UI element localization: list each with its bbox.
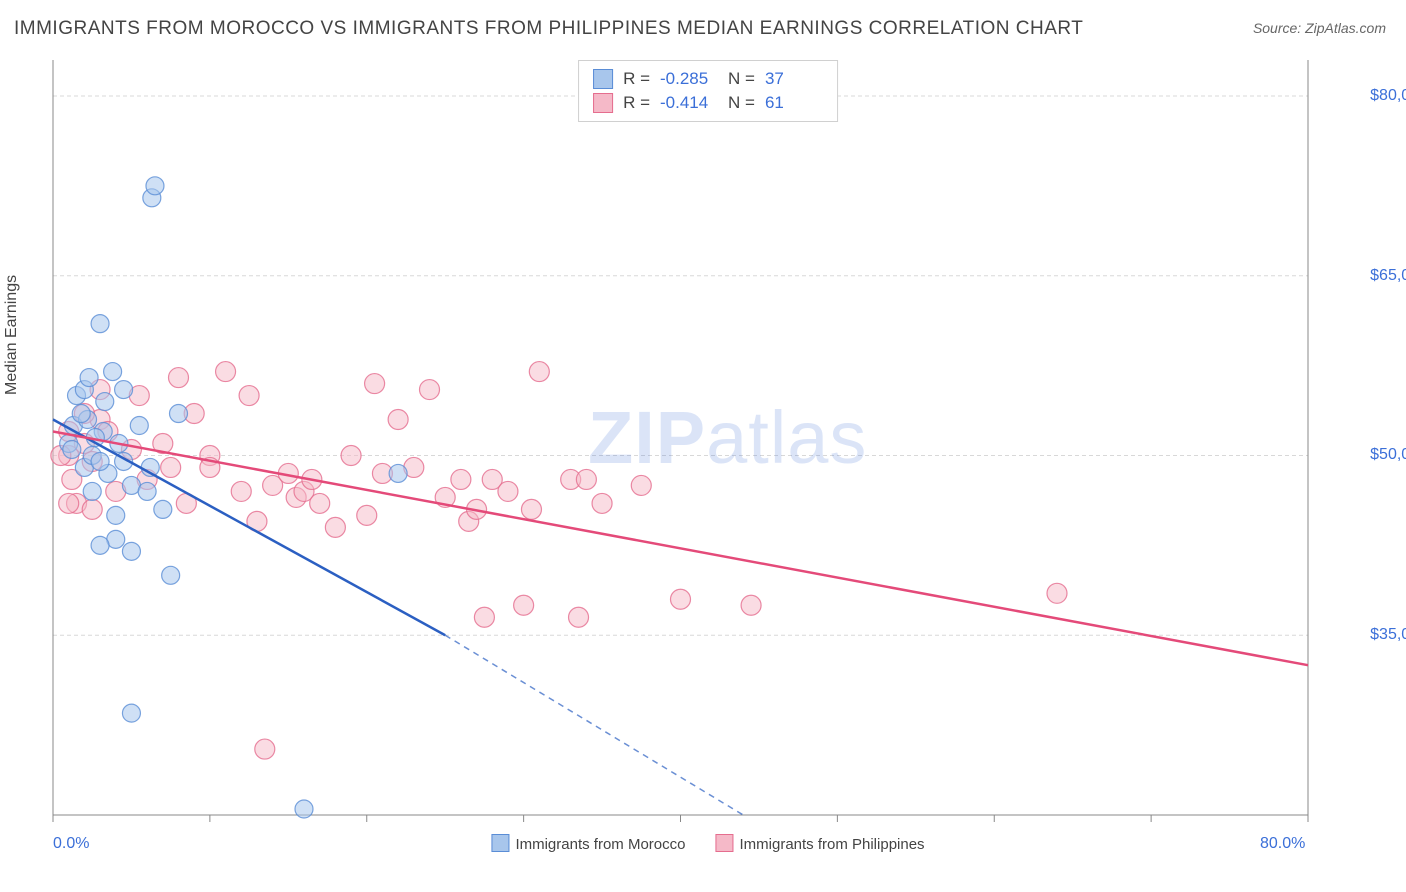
y-tick-label: $35,000	[1370, 626, 1406, 644]
legend-item-philippines: Immigrants from Philippines	[715, 834, 924, 853]
swatch-morocco-icon	[593, 69, 613, 89]
source-label: Source:	[1253, 20, 1305, 36]
n-value-morocco: 37	[765, 69, 823, 89]
r-label: R =	[623, 69, 650, 89]
y-axis-label: Median Earnings	[3, 275, 21, 395]
r-label: R =	[623, 93, 650, 113]
swatch-philippines-icon	[593, 93, 613, 113]
y-tick-label: $50,000	[1370, 446, 1406, 464]
x-tick-label: 80.0%	[1260, 835, 1305, 853]
n-label: N =	[728, 69, 755, 89]
r-value-philippines: -0.414	[660, 93, 718, 113]
legend-bottom: Immigrants from Morocco Immigrants from …	[491, 834, 924, 853]
r-value-morocco: -0.285	[660, 69, 718, 89]
stats-row-philippines: R = -0.414 N = 61	[593, 91, 823, 115]
scatter-chart-svg	[48, 55, 1368, 825]
chart-area: ZIPatlas R = -0.285 N = 37 R = -0.414 N …	[48, 55, 1368, 825]
x-tick-label: 0.0%	[53, 835, 89, 853]
legend-swatch-philippines-icon	[715, 834, 733, 852]
n-label: N =	[728, 93, 755, 113]
n-value-philippines: 61	[765, 93, 823, 113]
source-attribution: Source: ZipAtlas.com	[1253, 20, 1386, 36]
legend-swatch-morocco-icon	[491, 834, 509, 852]
stats-legend-box: R = -0.285 N = 37 R = -0.414 N = 61	[578, 60, 838, 122]
source-value: ZipAtlas.com	[1305, 20, 1386, 36]
legend-label-morocco: Immigrants from Morocco	[515, 836, 685, 853]
y-tick-label: $65,000	[1370, 267, 1406, 285]
legend-label-philippines: Immigrants from Philippines	[739, 836, 924, 853]
chart-title: IMMIGRANTS FROM MOROCCO VS IMMIGRANTS FR…	[14, 18, 1083, 40]
legend-item-morocco: Immigrants from Morocco	[491, 834, 685, 853]
y-tick-label: $80,000	[1370, 87, 1406, 105]
stats-row-morocco: R = -0.285 N = 37	[593, 67, 823, 91]
